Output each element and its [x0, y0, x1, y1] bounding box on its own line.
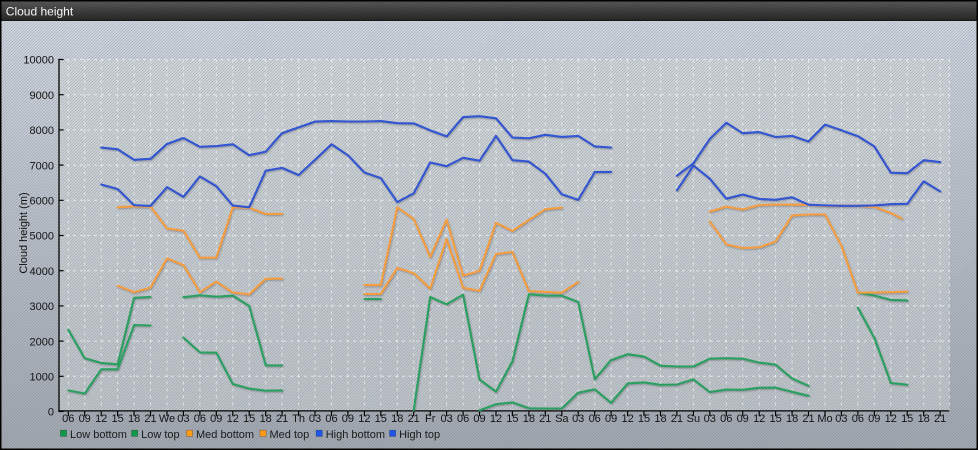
svg-text:03: 03: [835, 413, 847, 425]
svg-text:12: 12: [358, 413, 370, 425]
svg-text:09: 09: [342, 413, 354, 425]
svg-text:06: 06: [589, 413, 601, 425]
svg-text:15: 15: [769, 413, 781, 425]
svg-text:09: 09: [79, 413, 91, 425]
svg-text:03: 03: [309, 413, 321, 425]
svg-text:06: 06: [194, 413, 206, 425]
svg-text:12: 12: [885, 413, 897, 425]
svg-text:Th: Th: [292, 413, 305, 425]
svg-text:09: 09: [210, 413, 222, 425]
svg-text:Cloud height: Cloud height: [6, 5, 74, 19]
svg-text:09: 09: [605, 413, 617, 425]
svg-text:18: 18: [654, 413, 666, 425]
svg-text:21: 21: [408, 413, 420, 425]
svg-text:18: 18: [260, 413, 272, 425]
svg-text:03: 03: [177, 413, 189, 425]
svg-text:5000: 5000: [30, 231, 54, 243]
svg-text:12: 12: [490, 413, 502, 425]
svg-text:03: 03: [704, 413, 716, 425]
svg-text:Low top: Low top: [141, 429, 180, 441]
svg-text:15: 15: [375, 413, 387, 425]
svg-text:Fr: Fr: [425, 413, 436, 425]
svg-text:03: 03: [572, 413, 584, 425]
svg-text:High top: High top: [399, 429, 440, 441]
svg-text:12: 12: [753, 413, 765, 425]
svg-text:06: 06: [720, 413, 732, 425]
svg-text:18: 18: [391, 413, 403, 425]
svg-text:Med top: Med top: [270, 429, 310, 441]
svg-text:Sa: Sa: [555, 413, 569, 425]
svg-text:3000: 3000: [30, 301, 54, 313]
svg-text:18: 18: [786, 413, 798, 425]
svg-text:21: 21: [802, 413, 814, 425]
svg-text:Low bottom: Low bottom: [70, 429, 127, 441]
svg-text:21: 21: [144, 413, 156, 425]
svg-text:1000: 1000: [30, 372, 54, 384]
svg-text:Su: Su: [687, 413, 700, 425]
svg-text:09: 09: [473, 413, 485, 425]
svg-text:09: 09: [737, 413, 749, 425]
svg-text:06: 06: [325, 413, 337, 425]
svg-text:Med bottom: Med bottom: [196, 429, 254, 441]
svg-text:2000: 2000: [30, 336, 54, 348]
svg-text:10000: 10000: [23, 55, 54, 67]
svg-text:9000: 9000: [30, 90, 54, 102]
svg-text:06: 06: [457, 413, 469, 425]
svg-text:15: 15: [638, 413, 650, 425]
svg-text:18: 18: [918, 413, 930, 425]
svg-text:8000: 8000: [30, 125, 54, 137]
svg-text:Cloud height (m): Cloud height (m): [18, 192, 30, 273]
svg-text:6000: 6000: [30, 196, 54, 208]
svg-text:Mo: Mo: [817, 413, 832, 425]
svg-text:4000: 4000: [30, 266, 54, 278]
svg-text:18: 18: [128, 413, 140, 425]
svg-text:15: 15: [901, 413, 913, 425]
svg-text:12: 12: [227, 413, 239, 425]
svg-text:15: 15: [243, 413, 255, 425]
svg-text:We: We: [159, 413, 175, 425]
svg-text:03: 03: [440, 413, 452, 425]
svg-text:15: 15: [506, 413, 518, 425]
svg-text:06: 06: [852, 413, 864, 425]
svg-text:18: 18: [523, 413, 535, 425]
svg-text:12: 12: [95, 413, 107, 425]
svg-text:High bottom: High bottom: [326, 429, 385, 441]
svg-text:15: 15: [111, 413, 123, 425]
svg-text:21: 21: [276, 413, 288, 425]
svg-text:0: 0: [48, 407, 54, 419]
svg-text:21: 21: [539, 413, 551, 425]
svg-text:7000: 7000: [30, 160, 54, 172]
svg-text:09: 09: [868, 413, 880, 425]
svg-text:21: 21: [934, 413, 946, 425]
svg-text:12: 12: [621, 413, 633, 425]
svg-text:21: 21: [671, 413, 683, 425]
svg-text:06: 06: [62, 413, 74, 425]
